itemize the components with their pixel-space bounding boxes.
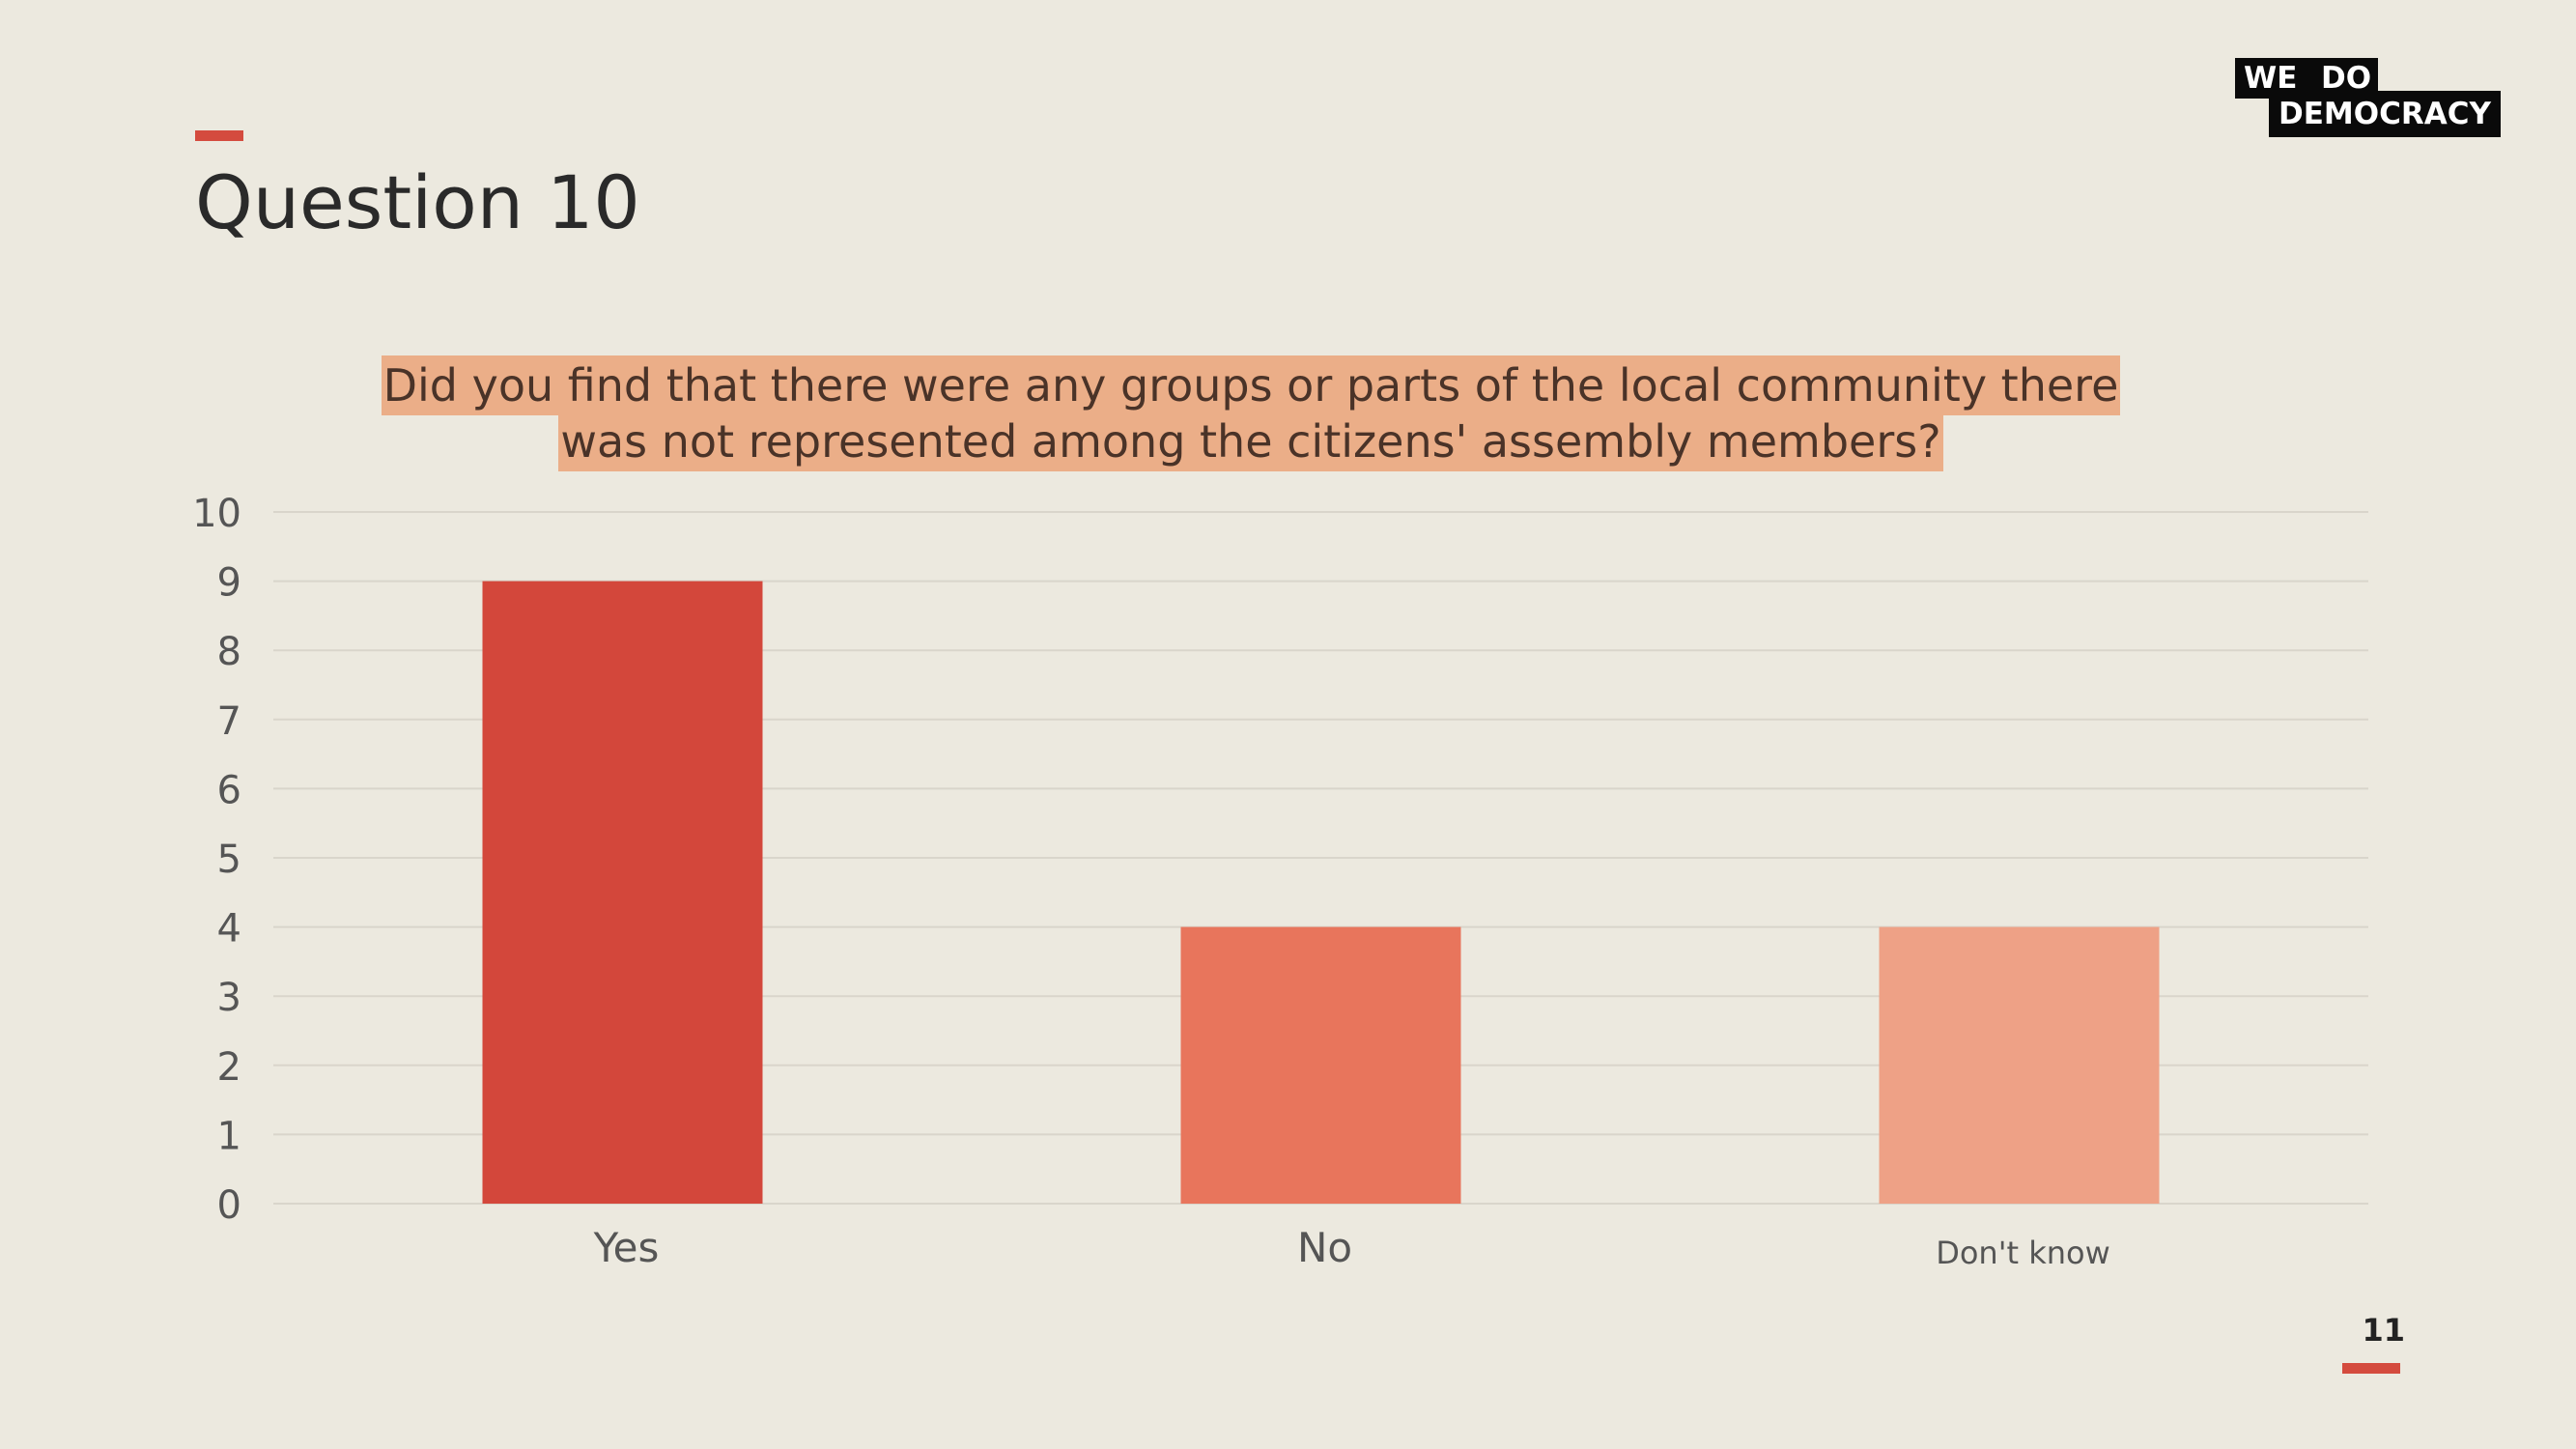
x-tick-label: No xyxy=(1297,1224,1352,1271)
chart-title: Did you find that there were any groups … xyxy=(290,357,2212,469)
chart-title-line-2: was not represented among the citizens' … xyxy=(558,412,1942,471)
page-number: 11 xyxy=(2318,1312,2405,1349)
y-tick-label: 3 xyxy=(217,976,241,1020)
y-tick-label: 0 xyxy=(217,1183,241,1228)
bar-yes xyxy=(483,582,763,1204)
chart-bars xyxy=(483,582,2160,1204)
y-tick-label: 5 xyxy=(217,838,241,882)
y-tick-label: 7 xyxy=(217,699,241,744)
chart-title-line-1: Did you find that there were any groups … xyxy=(382,355,2121,415)
y-tick-label: 1 xyxy=(217,1114,241,1158)
bar-no xyxy=(1181,927,1461,1204)
y-tick-label: 9 xyxy=(217,561,241,606)
chart-y-tick-labels: 0 1 2 3 4 5 6 7 8 9 10 xyxy=(192,492,241,1228)
y-tick-label: 2 xyxy=(217,1045,241,1090)
x-tick-label: Don't know xyxy=(1936,1235,2110,1271)
chart-x-tick-labels: Yes No Don't know xyxy=(593,1224,2110,1271)
y-tick-label: 10 xyxy=(192,492,241,536)
y-tick-label: 4 xyxy=(217,907,241,952)
bar-don-t-know xyxy=(1880,927,2160,1204)
y-tick-label: 6 xyxy=(217,768,241,812)
y-tick-label: 8 xyxy=(217,630,241,674)
x-tick-label: Yes xyxy=(593,1224,660,1271)
page-number-accent-dash xyxy=(2342,1363,2400,1374)
